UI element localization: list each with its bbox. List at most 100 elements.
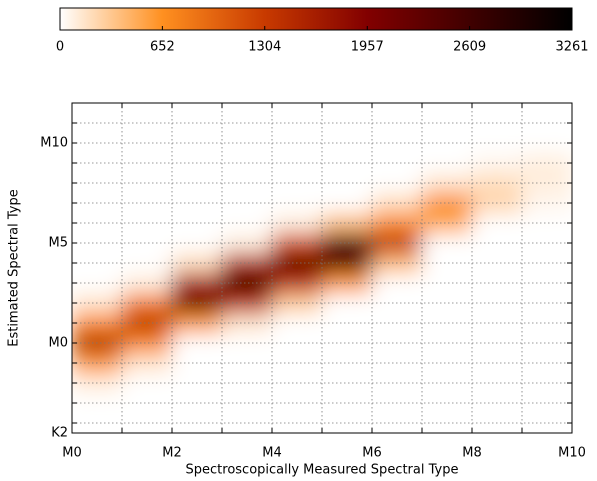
- heat-cell: [121, 172, 173, 194]
- y-axis-label: Estimated Spectral Type: [7, 189, 22, 346]
- heat-cell: [121, 392, 173, 414]
- heat-cell: [321, 252, 373, 274]
- heat-cell: [321, 332, 373, 354]
- heat-cell: [521, 372, 572, 394]
- heat-cell: [421, 332, 473, 354]
- heat-cell: [321, 232, 373, 254]
- colorbar: [59, 7, 573, 31]
- x-tick-label: M4: [262, 446, 282, 461]
- heat-cell: [221, 172, 273, 194]
- heat-cell: [521, 212, 572, 234]
- heat-cell: [221, 392, 273, 414]
- heat-cell: [421, 312, 473, 334]
- y-tick-label: M5: [49, 236, 69, 251]
- heat-cell: [421, 112, 473, 134]
- heat-cell: [121, 292, 173, 314]
- heat-cell: [421, 252, 473, 274]
- heat-cell: [221, 352, 273, 374]
- heat-cell: [521, 172, 572, 194]
- heat-cell: [221, 232, 273, 254]
- heat-cell: [521, 352, 572, 374]
- heat-cell: [421, 192, 473, 214]
- heat-cell: [321, 412, 373, 433]
- heat-cell: [221, 112, 273, 134]
- heat-cell: [121, 252, 173, 274]
- heat-cell: [321, 352, 373, 374]
- heat-cell: [121, 272, 173, 294]
- heat-cell: [221, 272, 273, 294]
- heat-cell: [121, 232, 173, 254]
- heat-cell: [121, 192, 173, 214]
- heat-cell: [321, 292, 373, 314]
- heat-cell: [521, 392, 572, 414]
- heat-cell: [421, 292, 473, 314]
- heat-cell: [421, 392, 473, 414]
- heat-cell: [121, 312, 173, 334]
- heat-cell: [221, 192, 273, 214]
- heatmap-area: [72, 112, 572, 433]
- x-tick-label: M2: [162, 446, 182, 461]
- heat-cell: [221, 332, 273, 354]
- heat-cell: [221, 292, 273, 314]
- heat-cell: [221, 412, 273, 433]
- heat-cell: [421, 412, 473, 433]
- heat-cell: [521, 292, 572, 314]
- heat-cell: [521, 412, 572, 433]
- heat-cell: [321, 112, 373, 134]
- heat-cell: [321, 172, 373, 194]
- heat-cell: [321, 152, 373, 174]
- heat-cell: [521, 312, 572, 334]
- heat-cell: [121, 412, 173, 433]
- x-tick-label: M8: [462, 446, 482, 461]
- heat-cell: [121, 332, 173, 354]
- heat-cell: [521, 252, 572, 274]
- heat-cell: [521, 152, 572, 174]
- heat-cell: [221, 152, 273, 174]
- heat-cell: [421, 372, 473, 394]
- heat-cell: [321, 272, 373, 294]
- heat-cell: [121, 132, 173, 154]
- y-tick-label: M10: [40, 136, 68, 151]
- heat-cell: [421, 352, 473, 374]
- heat-cell: [321, 312, 373, 334]
- colorbar-tick-label: 2609: [453, 40, 486, 55]
- heat-cell: [521, 192, 572, 214]
- heat-cell: [521, 112, 572, 134]
- heat-cell: [521, 132, 572, 154]
- heat-cell: [421, 212, 473, 234]
- heat-cell: [521, 332, 572, 354]
- heat-cell: [221, 212, 273, 234]
- colorbar-tick-label: 0: [56, 40, 64, 55]
- heat-cell: [121, 112, 173, 134]
- heat-cell: [421, 232, 473, 254]
- heat-cell: [321, 132, 373, 154]
- colorbar-tick-label: 3261: [555, 40, 588, 55]
- y-tick-label: K2: [51, 426, 68, 441]
- heat-cell: [421, 152, 473, 174]
- heat-cell: [121, 212, 173, 234]
- heat-cell: [121, 152, 173, 174]
- colorbar-tick-label: 652: [150, 40, 175, 55]
- heat-cell: [321, 392, 373, 414]
- heat-cell: [321, 192, 373, 214]
- colorbar-tick-label: 1304: [248, 40, 281, 55]
- x-tick-label: M10: [558, 446, 586, 461]
- heat-cell: [421, 272, 473, 294]
- heat-cell: [521, 232, 572, 254]
- heat-cell: [321, 212, 373, 234]
- x-tick-label: M6: [362, 446, 382, 461]
- heat-cell: [421, 132, 473, 154]
- y-tick-label: M0: [49, 336, 69, 351]
- heat-cell: [221, 312, 273, 334]
- colorbar-tick-label: 1957: [351, 40, 384, 55]
- heat-cell: [121, 372, 173, 394]
- heat-cell: [521, 272, 572, 294]
- heat-cell: [321, 372, 373, 394]
- heat-cell: [221, 132, 273, 154]
- heat-cell: [421, 172, 473, 194]
- x-tick-label: M0: [62, 446, 82, 461]
- heat-cell: [121, 352, 173, 374]
- x-axis-label: Spectroscopically Measured Spectral Type: [186, 463, 459, 478]
- heat-cell: [221, 372, 273, 394]
